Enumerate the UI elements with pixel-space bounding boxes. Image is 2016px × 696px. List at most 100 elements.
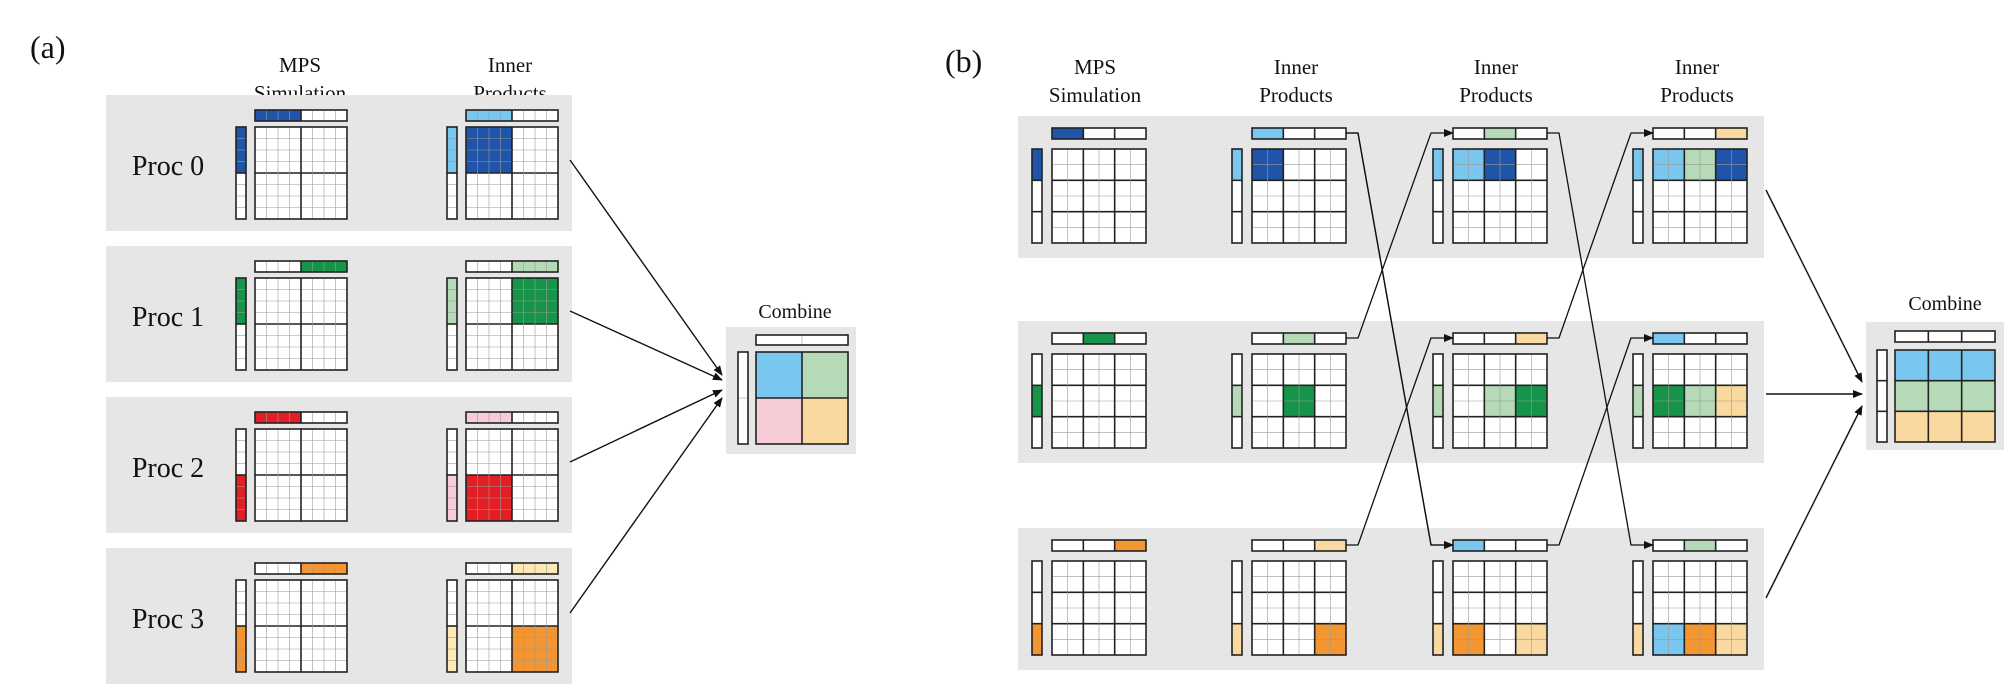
matrix-border — [465, 411, 559, 424]
matrix-fill — [1895, 350, 1929, 381]
matrix-fill — [1453, 540, 1485, 551]
mps-matrix — [254, 428, 348, 522]
stage-header-line1: Inner — [1675, 55, 1719, 79]
proc-label: Proc 2 — [132, 453, 204, 484]
matrix-fill — [1114, 540, 1146, 551]
matrix-border — [1432, 560, 1444, 656]
combine-label: Combine — [758, 301, 831, 323]
panel-b-combine: Combine — [1765, 189, 2004, 599]
matrix-border — [1051, 127, 1147, 140]
panel-a: (a) MPS Simulation Inner Products Proc 0… — [30, 29, 856, 684]
matrix-fill — [1684, 540, 1716, 551]
matrix-border — [465, 579, 559, 673]
mps-matrix — [254, 126, 348, 220]
inner-row-vector — [465, 562, 559, 575]
matrix-border — [465, 109, 559, 122]
b-row-2 — [1018, 528, 1764, 670]
proc-label: Proc 3 — [132, 604, 204, 635]
b-row-vector — [1652, 127, 1748, 140]
matrix-fill — [1961, 350, 1995, 381]
matrix-fill — [1052, 128, 1084, 139]
matrix-border — [1051, 539, 1147, 552]
matrix-border — [755, 334, 849, 346]
pass-arrow — [1346, 334, 1454, 546]
b-row-1 — [1018, 321, 1764, 463]
b-row-vector — [1251, 539, 1347, 552]
matrix-background — [1052, 128, 1146, 139]
matrix-fill — [1961, 380, 1995, 412]
panel-a-arrows — [569, 159, 723, 614]
matrix-background — [1877, 350, 1887, 442]
pass-arrow — [1547, 334, 1654, 546]
stage-header-line2: Products — [1259, 83, 1333, 107]
matrix-background — [1252, 540, 1346, 551]
b-col-vector — [1632, 353, 1644, 449]
matrix-border — [1031, 560, 1043, 656]
matrix-border — [1452, 148, 1548, 244]
mps-col-vector — [235, 579, 247, 673]
matrix-background — [1633, 149, 1643, 243]
combine-arrow — [569, 159, 723, 376]
matrix-background — [1895, 331, 1995, 342]
panel-b-rows — [1018, 116, 1764, 670]
b-inner-product-matrix — [1251, 353, 1347, 449]
matrix-border — [1652, 560, 1748, 656]
matrix-border — [1231, 560, 1243, 656]
matrix-fill — [1715, 128, 1747, 139]
mps-row-vector — [254, 411, 348, 424]
inner-col-vector — [446, 277, 458, 371]
matrix-fill — [1252, 128, 1284, 139]
matrix-fill — [1032, 149, 1042, 181]
b-inner-product-matrix — [1051, 148, 1147, 244]
matrix-fill — [1928, 350, 1962, 381]
b-col-vector — [1432, 560, 1444, 656]
matrix-border — [235, 579, 247, 673]
matrix-border — [446, 428, 458, 522]
b-col-vector — [1031, 148, 1043, 244]
b-row-vector — [1652, 332, 1748, 345]
matrix-border — [1652, 148, 1748, 244]
matrix-border — [1251, 560, 1347, 656]
mps-row-vector — [254, 109, 348, 122]
stage-header-line2: Products — [1660, 83, 1734, 107]
mps-row-vector — [254, 260, 348, 273]
matrix-fill — [1032, 385, 1042, 417]
inner-col-vector — [446, 126, 458, 220]
matrix-border — [254, 277, 348, 371]
matrix-border — [1231, 148, 1243, 244]
inner-col-vector — [446, 579, 458, 673]
matrix-border — [465, 277, 559, 371]
combine-row-vector — [1894, 330, 1996, 343]
matrix-border — [446, 579, 458, 673]
inner-product-matrix — [465, 126, 559, 220]
b-col-vector — [1031, 560, 1043, 656]
matrix-border — [254, 579, 348, 673]
matrix-fill — [1653, 333, 1685, 344]
combine-arrow — [569, 389, 723, 463]
combine-arrow — [569, 310, 723, 381]
b-row-vector — [1251, 127, 1347, 140]
matrix-border — [254, 260, 348, 273]
matrix-fill — [802, 352, 848, 398]
matrix-border — [254, 562, 348, 575]
matrix-border — [465, 260, 559, 273]
matrix-background — [1653, 128, 1747, 139]
panel-b: (b) MPS Simulation Inner Products Inner Produ… — [945, 43, 2004, 670]
combined-matrix — [755, 351, 849, 445]
panel-b-label: (b) — [945, 43, 982, 79]
matrix-background — [1032, 149, 1042, 243]
inner-product-matrix — [465, 428, 559, 522]
matrix-background — [1433, 561, 1443, 655]
matrix-border — [446, 126, 458, 220]
matrix-fill — [1083, 333, 1115, 344]
b-row-vector — [1452, 332, 1548, 345]
inner-col-vector — [446, 428, 458, 522]
matrix-border — [1452, 353, 1548, 449]
b-col-vector — [1031, 353, 1043, 449]
matrix-fill — [1232, 623, 1242, 655]
matrix-border — [1251, 148, 1347, 244]
matrix-border — [235, 277, 247, 371]
proc-1: Proc 1 — [106, 246, 572, 382]
matrix-fill — [1633, 623, 1643, 655]
matrix-fill — [1928, 411, 1962, 442]
